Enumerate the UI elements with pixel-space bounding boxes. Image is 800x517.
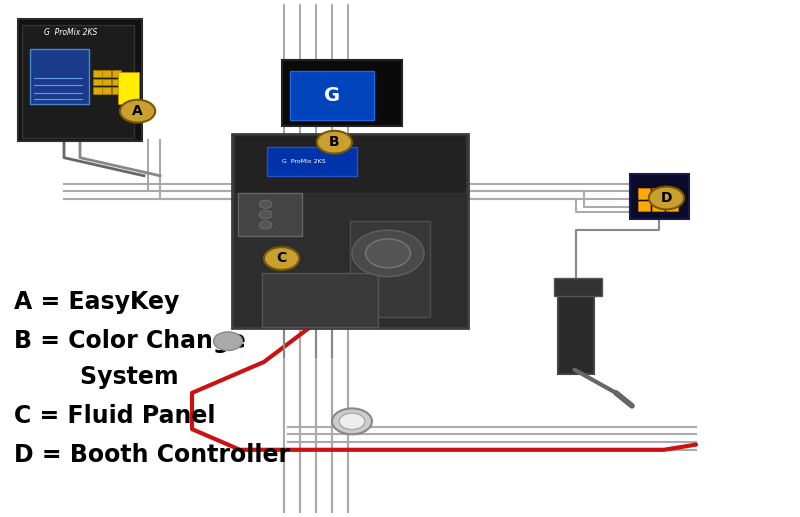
FancyBboxPatch shape	[666, 188, 678, 199]
FancyBboxPatch shape	[232, 134, 468, 328]
Text: C = Fluid Panel: C = Fluid Panel	[14, 404, 216, 428]
FancyBboxPatch shape	[290, 71, 374, 120]
FancyBboxPatch shape	[350, 221, 430, 317]
Circle shape	[259, 210, 272, 219]
Text: G  ProMix 2KS: G ProMix 2KS	[44, 27, 98, 37]
FancyBboxPatch shape	[666, 201, 678, 211]
FancyBboxPatch shape	[638, 188, 650, 199]
FancyBboxPatch shape	[238, 193, 302, 236]
Text: D: D	[661, 191, 672, 205]
FancyBboxPatch shape	[262, 273, 378, 327]
FancyBboxPatch shape	[558, 288, 594, 374]
FancyBboxPatch shape	[652, 201, 664, 211]
Text: G: G	[324, 86, 340, 105]
Text: A = EasyKey: A = EasyKey	[14, 291, 180, 314]
FancyBboxPatch shape	[267, 147, 357, 176]
FancyBboxPatch shape	[22, 25, 134, 138]
FancyBboxPatch shape	[93, 87, 102, 94]
Circle shape	[259, 221, 272, 229]
FancyBboxPatch shape	[112, 79, 121, 85]
Text: A: A	[132, 104, 143, 118]
Text: C: C	[277, 251, 286, 266]
FancyBboxPatch shape	[638, 201, 650, 211]
Text: D = Booth Controller: D = Booth Controller	[14, 443, 290, 467]
Circle shape	[649, 187, 684, 209]
FancyBboxPatch shape	[18, 19, 142, 141]
FancyBboxPatch shape	[630, 174, 689, 219]
FancyBboxPatch shape	[112, 70, 121, 77]
FancyBboxPatch shape	[93, 70, 102, 77]
FancyBboxPatch shape	[102, 70, 111, 77]
Text: B = Color Change: B = Color Change	[14, 329, 246, 353]
Text: System: System	[14, 366, 179, 389]
FancyBboxPatch shape	[102, 87, 111, 94]
Circle shape	[259, 200, 272, 208]
FancyBboxPatch shape	[554, 278, 602, 296]
Text: B: B	[329, 135, 340, 149]
Circle shape	[264, 247, 299, 270]
Text: G  ProMix 2KS: G ProMix 2KS	[282, 159, 326, 164]
Circle shape	[352, 230, 424, 277]
FancyBboxPatch shape	[112, 87, 121, 94]
FancyBboxPatch shape	[30, 49, 89, 104]
FancyBboxPatch shape	[282, 60, 402, 126]
Circle shape	[214, 332, 242, 351]
Circle shape	[339, 413, 365, 430]
FancyBboxPatch shape	[652, 188, 664, 199]
Circle shape	[120, 100, 155, 123]
Circle shape	[366, 239, 410, 268]
FancyBboxPatch shape	[118, 72, 139, 104]
FancyBboxPatch shape	[102, 79, 111, 85]
FancyBboxPatch shape	[93, 79, 102, 85]
Circle shape	[332, 408, 372, 434]
FancyBboxPatch shape	[234, 135, 466, 193]
Circle shape	[317, 131, 352, 154]
